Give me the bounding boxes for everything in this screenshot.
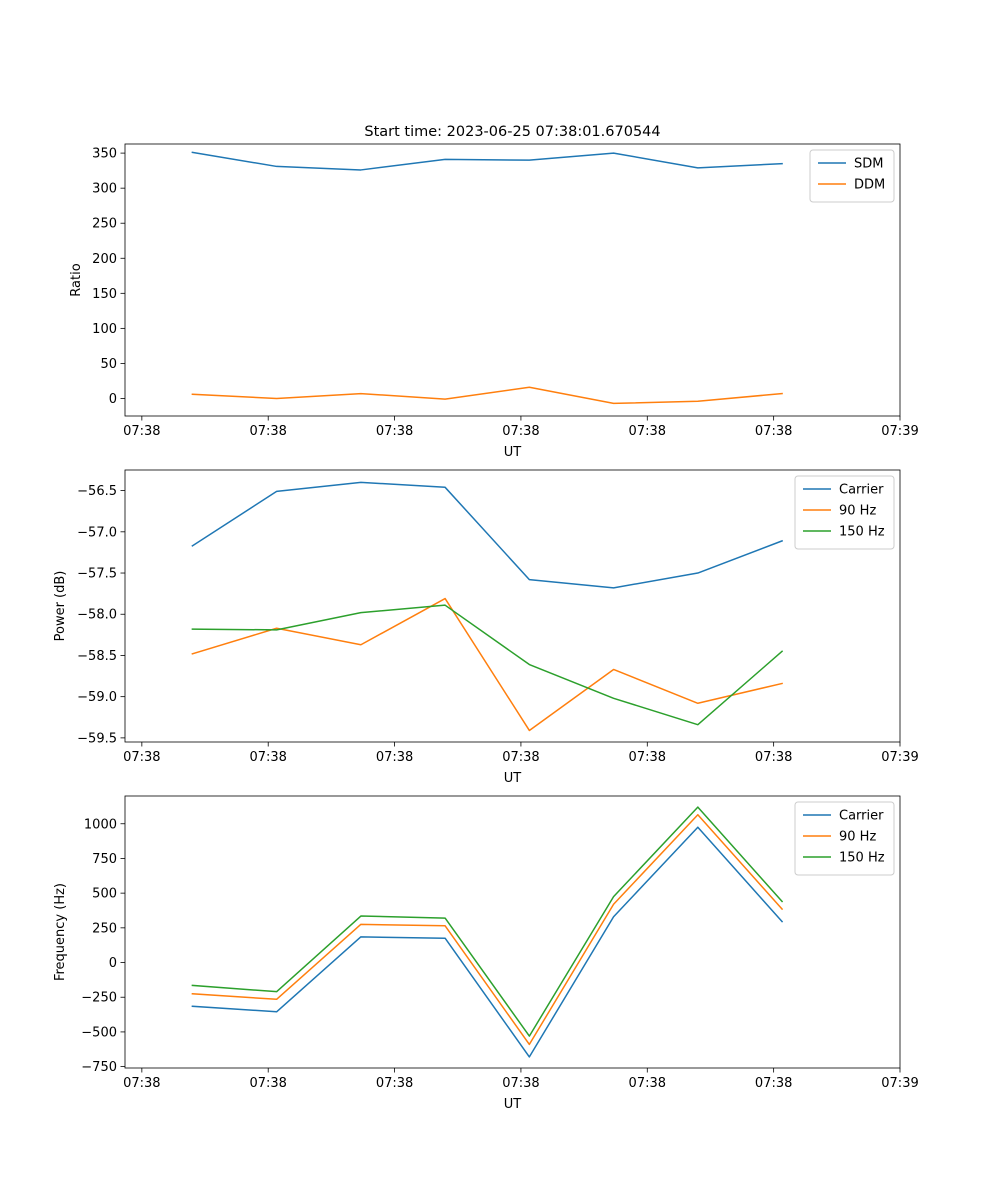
- x-axis-label: UT: [504, 771, 522, 786]
- y-axis-label: Ratio: [69, 263, 84, 296]
- y-tick-label: −56.5: [77, 484, 117, 499]
- y-tick-label: −250: [81, 991, 117, 1006]
- series-line-150-hz: [191, 604, 784, 726]
- y-tick-label: 100: [92, 322, 117, 337]
- series-line-sdm: [191, 151, 783, 171]
- x-tick-label: 07:38: [376, 750, 413, 765]
- y-axis-label: Power (dB): [53, 571, 68, 642]
- x-tick-label: 07:38: [502, 1076, 539, 1091]
- legend-label: 150 Hz: [839, 525, 885, 540]
- y-tick-label: −750: [81, 1060, 117, 1075]
- x-tick-label: 07:38: [376, 1076, 413, 1091]
- x-tick-label: 07:38: [755, 424, 792, 439]
- series-line-150-hz: [191, 806, 784, 1037]
- y-tick-label: −59.5: [77, 731, 117, 746]
- legend: Carrier 90 Hz 150 Hz: [794, 801, 895, 876]
- series-line-carrier: [191, 826, 784, 1058]
- y-tick-label: 300: [92, 182, 117, 197]
- y-tick-label: −57.0: [77, 525, 117, 540]
- y-tick-label: −59.0: [77, 690, 117, 705]
- axes-frame: [124, 143, 901, 417]
- x-axis-label: UT: [504, 445, 522, 460]
- y-tick-label: 0: [109, 956, 117, 971]
- axes-frame: [124, 795, 901, 1069]
- y-tick-label: 150: [92, 287, 117, 302]
- legend-label: SDM: [854, 157, 883, 172]
- y-tick-label: −57.5: [77, 567, 117, 582]
- y-tick-label: −58.0: [77, 608, 117, 623]
- x-tick-label: 07:38: [629, 1076, 666, 1091]
- series-line-ddm: [191, 386, 783, 405]
- x-tick-label: 07:38: [376, 424, 413, 439]
- x-tick-label: 07:38: [502, 750, 539, 765]
- legend-label: Carrier: [839, 809, 884, 824]
- series-line-carrier: [191, 481, 784, 589]
- y-tick-label: 50: [100, 357, 117, 372]
- x-tick-label: 07:39: [881, 750, 918, 765]
- y-tick-label: −58.5: [77, 649, 117, 664]
- legend-label: 150 Hz: [839, 851, 885, 866]
- legend-label: 90 Hz: [839, 504, 876, 519]
- x-tick-label: 07:38: [629, 750, 666, 765]
- subplot-2: 07:38 07:38 07:38 07:38 07:38 07:38 07:39 −59.5…: [53, 469, 919, 786]
- subplot-1: 07:38 07:38 07:38 07:38 07:38 07:38 07:39 0 50 10…: [69, 143, 919, 460]
- figure-title: Start time: 2023-06-25 07:38:01.670544: [364, 124, 660, 140]
- x-tick-label: 07:39: [881, 424, 918, 439]
- y-tick-label: 200: [92, 252, 117, 267]
- y-tick-label: 250: [92, 921, 117, 936]
- x-tick-label: 07:38: [123, 1076, 160, 1091]
- x-tick-label: 07:38: [629, 424, 666, 439]
- y-tick-label: 500: [92, 887, 117, 902]
- axes-frame: [124, 469, 901, 743]
- y-tick-label: 350: [92, 147, 117, 162]
- x-tick-label: 07:38: [249, 750, 286, 765]
- y-tick-label: 1000: [84, 817, 117, 832]
- y-tick-label: −500: [81, 1025, 117, 1040]
- x-axis-label: UT: [504, 1097, 522, 1112]
- y-axis-label: Frequency (Hz): [53, 883, 68, 981]
- y-tick-label: 750: [92, 852, 117, 867]
- legend: SDM DDM: [809, 149, 895, 203]
- x-tick-label: 07:38: [123, 750, 160, 765]
- legend: Carrier 90 Hz 150 Hz: [794, 475, 895, 550]
- x-tick-label: 07:39: [881, 1076, 918, 1091]
- series-line-90-hz: [191, 813, 784, 1046]
- x-tick-label: 07:38: [755, 1076, 792, 1091]
- y-tick-label: 250: [92, 217, 117, 232]
- x-tick-label: 07:38: [249, 424, 286, 439]
- x-tick-label: 07:38: [502, 424, 539, 439]
- legend-label: DDM: [854, 178, 885, 193]
- x-tick-label: 07:38: [755, 750, 792, 765]
- series-line-90-hz: [191, 597, 783, 732]
- y-tick-label: 0: [109, 392, 117, 407]
- x-tick-label: 07:38: [123, 424, 160, 439]
- x-tick-label: 07:38: [249, 1076, 286, 1091]
- subplot-3: 07:38 07:38 07:38 07:38 07:38 07:38 07:39 −750 −…: [53, 795, 919, 1112]
- legend-label: Carrier: [839, 483, 884, 498]
- legend-label: 90 Hz: [839, 830, 876, 845]
